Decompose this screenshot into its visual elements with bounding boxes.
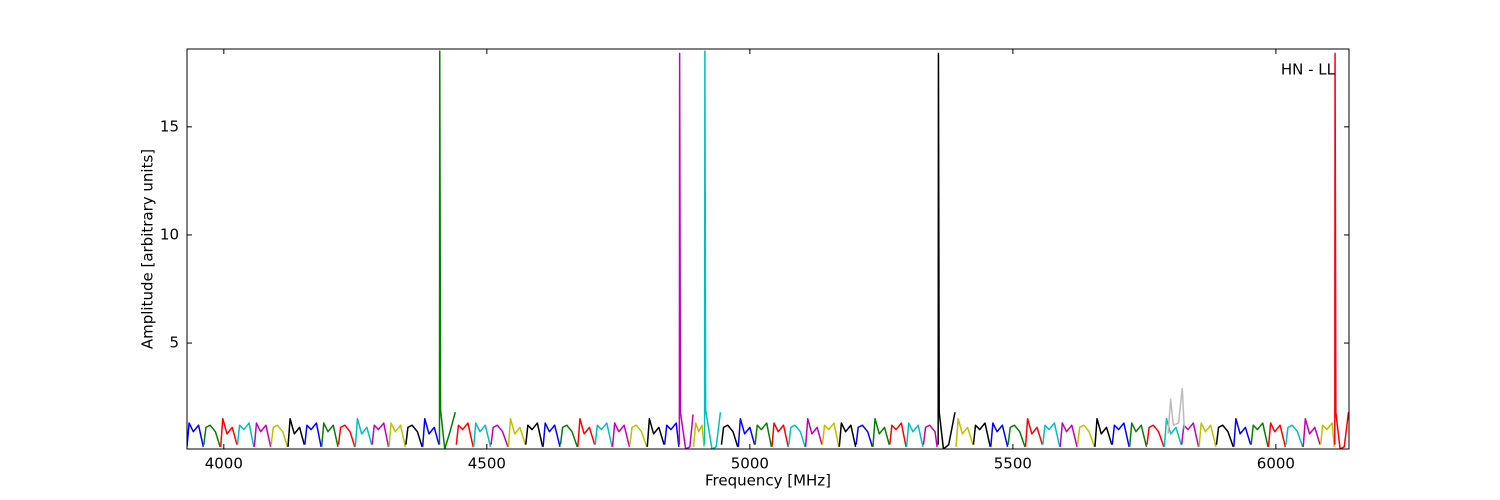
series-line [1163, 417, 1182, 447]
series-line [972, 422, 991, 448]
series-line [905, 422, 924, 448]
y-tick-label: 5 [169, 334, 179, 352]
x-tick-label: 5000 [731, 455, 769, 473]
series-line [405, 424, 423, 448]
series-line [692, 422, 705, 447]
y-axis-label: Amplitude [arbitrary units] [139, 149, 157, 349]
y-tick-label: 10 [160, 225, 179, 243]
series-line [1042, 422, 1061, 448]
series-line [1059, 422, 1078, 448]
series-line [270, 424, 289, 448]
series-line [187, 422, 205, 448]
x-tick-label: 4000 [205, 455, 243, 473]
series-line [304, 422, 322, 447]
series-line [472, 422, 492, 448]
series-line [219, 417, 238, 447]
series-line [1267, 422, 1287, 448]
series-line [253, 422, 272, 448]
series-line [678, 52, 694, 449]
series-line [236, 422, 255, 447]
series-line [629, 424, 648, 448]
series-line [922, 424, 938, 447]
series-line [821, 422, 840, 447]
series-line [804, 417, 823, 447]
series-line [559, 424, 579, 448]
series-line [320, 422, 339, 448]
series-line [1167, 387, 1186, 434]
series-line [507, 417, 526, 447]
series-line [937, 52, 956, 449]
series-line [838, 422, 857, 448]
annotation: HN - LL [1281, 61, 1336, 79]
series-line [1180, 422, 1200, 448]
series-line [955, 417, 974, 447]
series-line [663, 422, 680, 447]
series-line [594, 422, 613, 448]
series-line [611, 422, 631, 448]
series-line [771, 422, 789, 448]
x-tick-label: 6000 [1257, 455, 1295, 473]
series-line [889, 422, 907, 447]
series-line [1302, 417, 1321, 447]
series-line [1319, 422, 1336, 447]
series-line [1076, 424, 1096, 448]
series-line [577, 417, 596, 447]
series-line [1233, 417, 1252, 447]
series-line [1111, 422, 1130, 448]
series-line [542, 422, 561, 448]
series-line [1128, 422, 1148, 448]
series-line [421, 417, 440, 447]
series-line [1007, 424, 1026, 448]
series-line [371, 422, 390, 447]
plot-lines [187, 50, 1349, 449]
series-line [720, 424, 739, 448]
series-line [337, 424, 356, 448]
series-line [1215, 424, 1234, 448]
series-line [490, 424, 509, 448]
series-line [1285, 424, 1304, 448]
series-line [737, 417, 756, 447]
series-line [203, 424, 221, 448]
series-line [287, 417, 306, 447]
series-line [438, 50, 457, 449]
series-line [388, 422, 407, 448]
series-line [455, 422, 474, 448]
series-line [1094, 417, 1113, 447]
x-tick-label: 5500 [994, 455, 1032, 473]
series-line [788, 424, 806, 448]
series-line [703, 50, 722, 449]
plot-frame [186, 48, 1350, 450]
series-line [1198, 422, 1217, 448]
series-line [646, 417, 665, 447]
series-line [1146, 424, 1165, 448]
series-line [855, 424, 874, 448]
x-tick-label: 4500 [468, 455, 506, 473]
series-line [525, 422, 544, 448]
series-line [1250, 422, 1269, 448]
series-line [754, 422, 773, 447]
series-line [990, 422, 1009, 448]
series-line [1334, 52, 1349, 449]
x-axis-label: Frequency [MHz] [705, 472, 831, 490]
series-line [354, 417, 373, 447]
series-line [1024, 417, 1044, 447]
series-line [872, 417, 890, 447]
y-tick-label: 15 [160, 117, 179, 135]
